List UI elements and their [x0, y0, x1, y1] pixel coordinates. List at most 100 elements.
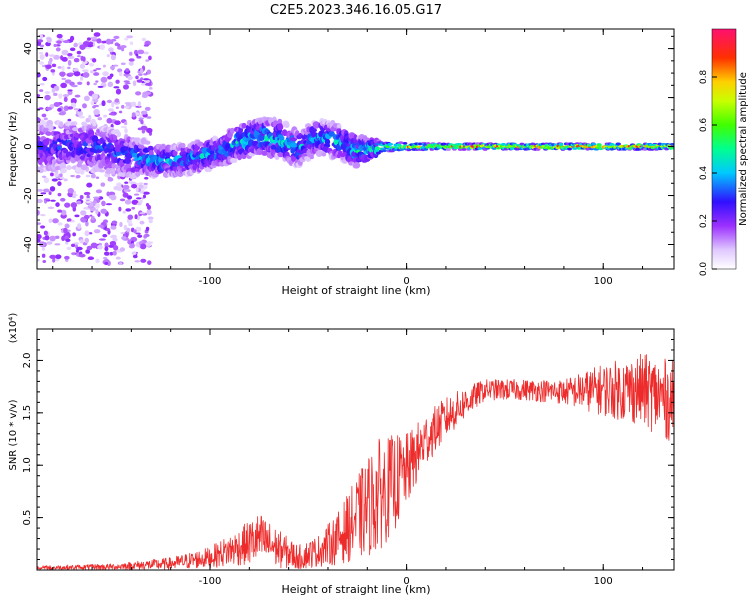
heatmap-cell — [124, 181, 129, 184]
heatmap-cell — [144, 106, 151, 111]
heatmap-cell — [69, 47, 76, 52]
heatmap-cell — [85, 46, 91, 50]
heatmap-cell — [160, 143, 167, 152]
heatmap-cell — [124, 128, 128, 134]
heatmap-cell — [131, 184, 138, 189]
heatmap-cell — [63, 178, 68, 182]
heatmap-cell — [108, 112, 115, 116]
heatmap-cell — [113, 86, 120, 89]
heatmap-cell — [83, 95, 90, 102]
heatmap-cell — [143, 191, 150, 195]
heatmap-cell — [388, 142, 393, 146]
heatmap-cell — [53, 85, 59, 90]
heatmap-cell — [284, 122, 290, 128]
heatmap-cell — [131, 199, 139, 205]
heatmap-cell — [141, 37, 147, 42]
heatmap-cell — [60, 168, 67, 174]
heatmap-cell — [277, 151, 285, 158]
heatmap-cell — [312, 121, 320, 129]
heatmap-cell — [37, 199, 43, 204]
heatmap-cell — [101, 100, 106, 107]
heatmap-cell — [39, 34, 44, 40]
heatmap-cell — [37, 258, 40, 262]
heatmap-cell — [37, 234, 42, 240]
heatmap-cell — [45, 52, 49, 57]
heatmap-cell — [48, 191, 52, 196]
heatmap-cell — [137, 49, 145, 55]
heatmap-cell — [107, 108, 114, 112]
heatmap-cell — [83, 214, 90, 220]
heatmap-xlabel: Height of straight line (km) — [281, 284, 430, 297]
heatmap-cell — [95, 202, 100, 209]
heatmap-cell — [73, 108, 80, 111]
heatmap-cell — [133, 193, 140, 196]
heatmap-cell — [100, 208, 108, 214]
heatmap-cell — [79, 194, 84, 200]
heatmap-cell — [609, 143, 615, 146]
heatmap-cell — [616, 142, 621, 146]
snr-axes: -100 0 100 0.5 1.0 1.5 2.0 — [22, 329, 674, 587]
heatmap-cell — [139, 68, 144, 74]
heatmap-cell — [290, 148, 296, 154]
heatmap-cell — [67, 118, 72, 122]
heatmap-cell — [84, 237, 90, 244]
heatmap-cell — [43, 198, 51, 201]
snr-xtick-label: 100 — [594, 576, 613, 587]
heatmap-cell — [137, 234, 143, 238]
heatmap-cell — [106, 260, 111, 267]
snr-series-line — [37, 353, 674, 570]
heatmap-cell — [125, 68, 130, 72]
heatmap-cell — [51, 178, 58, 182]
heatmap-cell — [118, 110, 123, 114]
heatmap-cell — [104, 261, 109, 265]
heatmap-cell — [139, 220, 145, 225]
heatmap-cell — [107, 81, 114, 88]
heatmap-cell — [39, 89, 44, 92]
heatmap-cell — [70, 174, 75, 178]
heatmap-cell — [55, 254, 62, 260]
heatmap-cell — [446, 148, 451, 151]
heatmap-cell — [80, 210, 87, 216]
heatmap-cell — [81, 121, 88, 126]
heatmap-cell — [122, 184, 130, 190]
heatmap-cell — [60, 197, 66, 202]
heatmap-cell — [95, 80, 99, 83]
heatmap-cell — [78, 253, 86, 258]
heatmap-cell — [73, 242, 80, 245]
heatmap-cell — [104, 251, 110, 256]
heatmap-cell — [102, 84, 107, 87]
heatmap-cell — [196, 141, 204, 147]
heatmap-cell — [461, 148, 467, 151]
heatmap-cell — [93, 108, 100, 115]
heatmap-cell — [37, 209, 40, 216]
heatmap-cell — [77, 81, 83, 85]
heatmap-cell — [65, 241, 69, 245]
heatmap-cell — [67, 55, 75, 60]
heatmap-cell — [37, 222, 41, 225]
heatmap-cell — [67, 106, 74, 110]
heatmap-cell — [74, 214, 80, 218]
heatmap-cell — [93, 104, 100, 108]
heatmap-cell — [124, 102, 132, 105]
heatmap-cell — [140, 110, 148, 115]
heatmap-cell — [79, 239, 84, 244]
heatmap-cell — [59, 71, 66, 77]
heatmap-cell — [40, 192, 47, 195]
heatmap-cell — [136, 55, 142, 59]
heatmap-cell — [123, 121, 128, 126]
heatmap-cell — [309, 128, 318, 133]
heatmap-cell — [105, 38, 112, 45]
heatmap-cell — [132, 254, 138, 259]
heatmap-cell — [126, 195, 133, 200]
figure-title: C2E5.2023.346.16.05.G17 — [270, 3, 442, 18]
heatmap-cell — [145, 226, 150, 231]
heatmap-cell — [74, 132, 79, 138]
heatmap-cell — [51, 88, 56, 94]
heatmap-cell — [124, 199, 132, 205]
heatmap-cell — [119, 198, 126, 202]
heatmap-cell — [328, 131, 335, 137]
heatmap-cell — [107, 177, 114, 182]
heatmap-cell — [64, 202, 71, 208]
heatmap-cell — [277, 123, 284, 131]
